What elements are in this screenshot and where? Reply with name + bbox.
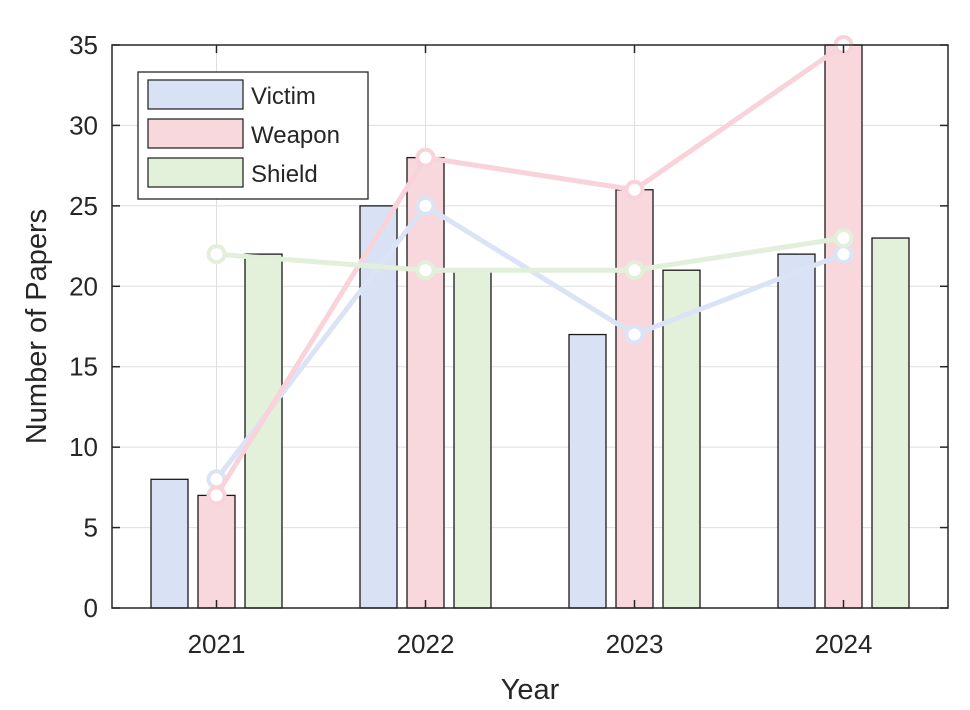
plot-frame [111, 44, 949, 609]
marker-victim [415, 195, 436, 216]
legend-swatch-weapon [147, 118, 244, 149]
line-shield [216, 235, 844, 273]
legend-swatch-shield [147, 157, 244, 188]
bar-weapon [824, 44, 863, 609]
bar-shield [662, 269, 701, 609]
y-tick-label: 35 [69, 30, 98, 60]
bar-shield [871, 237, 910, 609]
legend: Victim Weapon Shield [137, 71, 369, 200]
y-tick-label: 5 [84, 513, 98, 543]
y-tick-label: 0 [84, 593, 98, 623]
y-tick-label: 10 [69, 432, 98, 462]
legend-label-victim: Victim [251, 83, 316, 110]
marker-weapon [415, 147, 436, 168]
x-axis-label: Year [501, 674, 560, 706]
tick-labels: 0 5 10 15 20 25 30 35 2021 2022 2023 2024 [69, 30, 948, 659]
marker-weapon [624, 179, 645, 200]
legend-swatch-victim [147, 79, 244, 110]
bar-weapon [615, 189, 654, 609]
marker-victim [833, 244, 854, 265]
bar-victim [150, 478, 189, 609]
marker-shield [206, 244, 227, 265]
marker-weapon [206, 485, 227, 506]
y-tick-label: 30 [69, 110, 98, 140]
trend-lines [206, 35, 854, 506]
marker-shield [624, 260, 645, 281]
bar-shield [453, 269, 492, 609]
legend-label-shield: Shield [251, 161, 318, 188]
bar-weapon [197, 494, 236, 609]
x-tick-label: 2021 [188, 629, 246, 659]
legend-label-weapon: Weapon [251, 122, 340, 149]
bar-victim [568, 333, 607, 609]
bar-victim [359, 205, 398, 609]
x-tick-label: 2023 [606, 629, 664, 659]
marker-shield [833, 228, 854, 249]
bar-victim [777, 253, 816, 609]
marker-victim [624, 324, 645, 345]
y-tick-label: 25 [69, 191, 98, 221]
x-tick-label: 2022 [397, 629, 455, 659]
y-tick-label: 15 [69, 352, 98, 382]
bars [150, 44, 910, 609]
y-tick-label: 20 [69, 271, 98, 301]
marker-shield [415, 260, 436, 281]
x-tick-label: 2024 [815, 629, 873, 659]
y-axis-label: Number of Papers [21, 209, 53, 444]
line-weapon [214, 42, 845, 497]
